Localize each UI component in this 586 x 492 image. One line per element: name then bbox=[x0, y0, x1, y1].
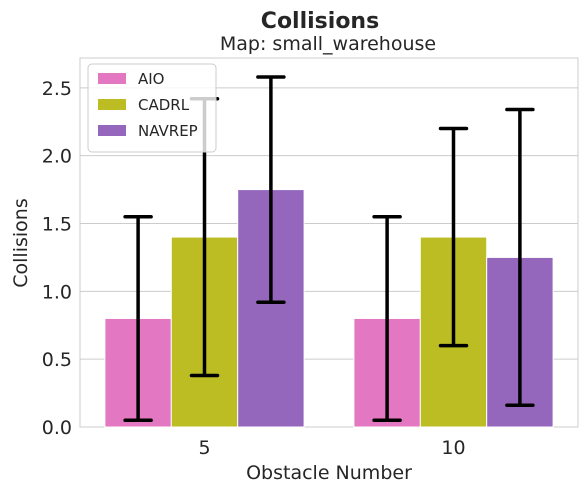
x-axis-label: Obstacle Number bbox=[246, 462, 412, 484]
legend-swatch-aio bbox=[98, 73, 126, 84]
y-tick-label: 2.5 bbox=[42, 78, 72, 100]
y-axis-label: Collisions bbox=[10, 198, 32, 287]
legend-swatch-cadrl bbox=[98, 99, 126, 110]
y-tick-label: 2.0 bbox=[42, 146, 72, 168]
chart-title: Map: small_warehouse bbox=[220, 33, 436, 55]
legend-label-navrep: NAVREP bbox=[138, 122, 198, 140]
legend-label-aio: AIO bbox=[138, 70, 165, 88]
plot-area: 0.0 0.5 1.0 1.5 2.0 2.5 5 10 AIO CADRL NAVREP bbox=[42, 57, 579, 459]
y-tick-label: 1.5 bbox=[42, 214, 72, 236]
x-tick-label: 5 bbox=[198, 437, 210, 459]
legend-label-cadrl: CADRL bbox=[138, 96, 190, 114]
y-tick-label: 0.0 bbox=[42, 417, 72, 439]
chart-suptitle: Collisions bbox=[261, 9, 379, 34]
plot-frame bbox=[79, 57, 579, 428]
y-tick-label: 0.5 bbox=[42, 349, 72, 371]
legend-swatch-navrep bbox=[98, 125, 126, 136]
x-tick-label: 10 bbox=[441, 437, 465, 459]
y-tick-label: 1.0 bbox=[42, 281, 72, 303]
